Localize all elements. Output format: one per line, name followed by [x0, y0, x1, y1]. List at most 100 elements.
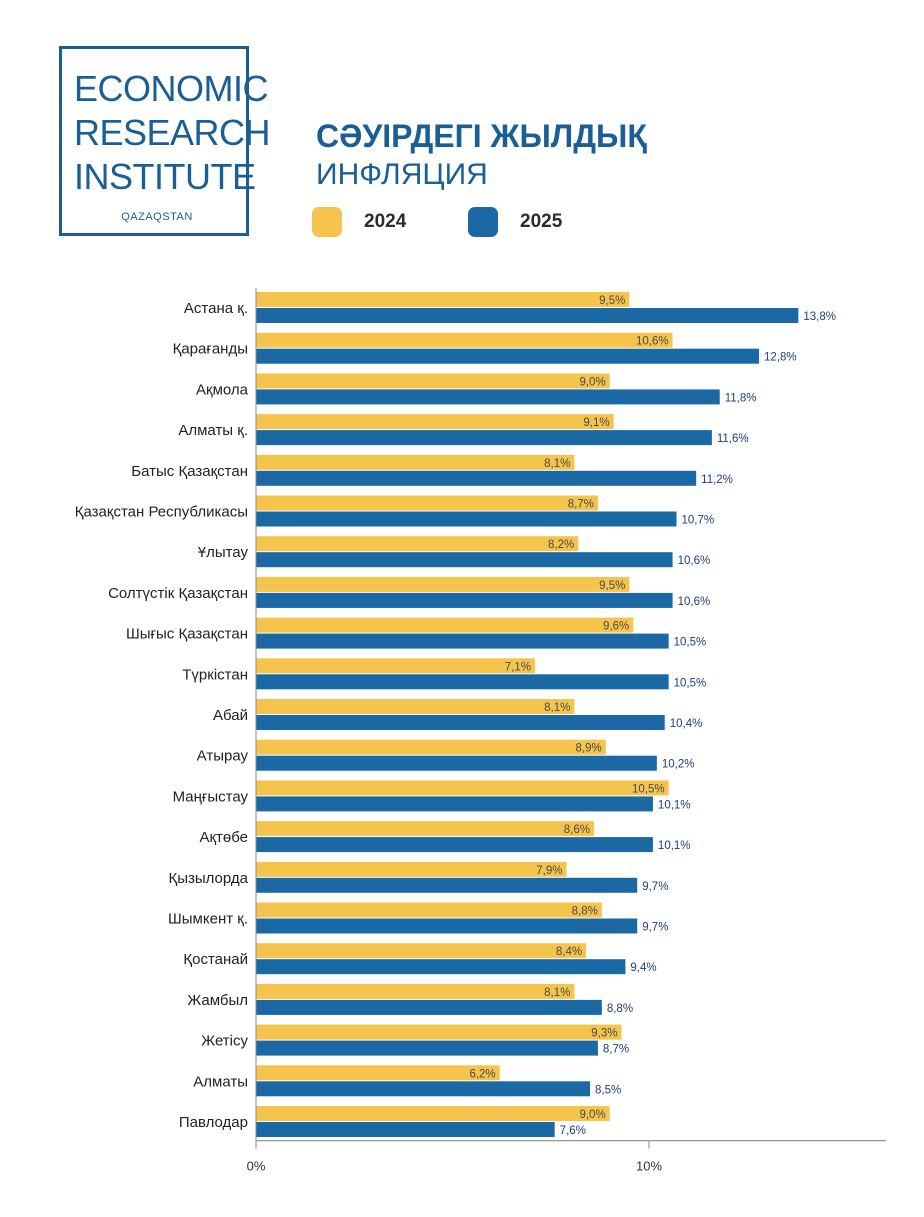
data-label-2024: 9,0%: [579, 1109, 605, 1121]
bar-2024: [256, 1106, 610, 1121]
data-label-2025: 10,6%: [678, 596, 711, 608]
data-label-2024: 9,5%: [599, 295, 625, 307]
x-tick-label: 10%: [636, 1159, 662, 1174]
chart-title-line1: СӘУІРДЕГІ ЖЫЛДЫҚ: [316, 118, 647, 154]
data-label-2025: 11,6%: [717, 433, 749, 445]
data-label-2025: 10,4%: [670, 718, 703, 730]
data-label-2024: 9,5%: [599, 580, 625, 592]
data-label-2025: 10,5%: [674, 677, 707, 689]
data-label-2025: 7,6%: [560, 1125, 586, 1137]
data-label-2025: 9,7%: [642, 922, 668, 934]
data-label-2024: 8,6%: [564, 824, 590, 836]
bar-2024: [256, 739, 606, 755]
logo-line-economic: ECONOMIC: [74, 68, 269, 109]
bar-2024: [256, 1065, 500, 1081]
data-label-2024: 8,8%: [572, 906, 598, 918]
category-label: Батыс Қазақстан: [131, 463, 248, 480]
data-label-2024: 8,2%: [548, 539, 574, 551]
bar-2024: [256, 414, 614, 430]
bar-2025: [256, 308, 799, 323]
data-label-2024: 9,1%: [583, 417, 609, 429]
bar-2024: [256, 332, 673, 348]
data-label-2025: 11,2%: [701, 474, 733, 486]
data-label-2024: 9,3%: [591, 1028, 617, 1040]
data-label-2025: 12,8%: [764, 352, 797, 364]
data-label-2025: 8,5%: [595, 1084, 621, 1096]
logo-subtitle: QAZAQSTAN: [121, 211, 193, 223]
data-label-2024: 8,4%: [556, 946, 582, 958]
category-label: Қарағанды: [173, 341, 248, 358]
logo: ECONOMIC RESEARCH INSTITUTE QAZAQSTAN: [59, 46, 271, 236]
bar-2024: [256, 1024, 622, 1040]
bar-2025: [256, 1081, 591, 1097]
bar-2024: [256, 983, 575, 999]
data-label-2025: 10,7%: [682, 515, 715, 527]
legend-label-2025: 2025: [520, 211, 563, 232]
bar-2025: [256, 959, 626, 975]
bar-2025: [256, 877, 638, 893]
bar-2024: [256, 861, 567, 877]
bar-2025: [256, 715, 665, 730]
category-label: Алматы қ.: [178, 422, 248, 439]
category-label: Шымкент қ.: [168, 911, 248, 928]
x-tick-label: 0%: [247, 1159, 266, 1174]
legend-label-2024: 2024: [364, 211, 407, 232]
bar-2025: [256, 1122, 555, 1137]
data-label-2025: 11,8%: [725, 392, 757, 404]
bar-2025: [256, 633, 669, 649]
data-label-2024: 8,1%: [544, 458, 570, 470]
data-label-2025: 10,6%: [678, 555, 711, 567]
category-label: Ақмола: [196, 381, 249, 398]
bar-2024: [256, 576, 630, 592]
bar-2025: [256, 430, 712, 446]
bar-2024: [256, 292, 630, 307]
bar-2025: [256, 918, 638, 934]
data-label-2025: 10,1%: [658, 799, 691, 811]
data-label-2024: 10,5%: [632, 783, 665, 795]
category-label: Қызылорда: [168, 870, 248, 887]
data-label-2025: 9,4%: [630, 962, 656, 974]
data-label-2025: 8,8%: [607, 1003, 633, 1015]
category-label: Қазақстан Республикасы: [75, 504, 248, 521]
bar-2025: [256, 1040, 598, 1056]
data-label-2024: 8,7%: [568, 499, 594, 511]
bar-2025: [256, 470, 697, 486]
data-label-2024: 7,1%: [505, 661, 531, 673]
data-label-2024: 9,0%: [579, 376, 605, 388]
bar-2024: [256, 617, 634, 633]
data-label-2025: 13,8%: [803, 311, 836, 323]
category-label: Қостанай: [183, 951, 248, 968]
bar-2024: [256, 943, 587, 959]
bar-2025: [256, 999, 602, 1015]
bar-2024: [256, 536, 579, 552]
data-label-2024: 6,2%: [469, 1068, 495, 1080]
bar-2024: [256, 821, 594, 837]
bar-2024: [256, 373, 610, 389]
bar-2025: [256, 348, 760, 364]
category-label: Ақтөбе: [199, 829, 248, 846]
data-label-2025: 9,7%: [642, 881, 668, 893]
bar-2024: [256, 454, 575, 470]
data-label-2025: 10,5%: [674, 637, 707, 649]
legend-swatch-2024: [312, 207, 342, 237]
category-label: Ұлытау: [198, 544, 249, 561]
data-label-2024: 8,1%: [544, 987, 570, 999]
bar-2025: [256, 796, 653, 812]
category-label: Шығыс Қазақстан: [126, 626, 248, 643]
bar-2024: [256, 780, 669, 796]
bar-2024: [256, 658, 536, 674]
data-label-2025: 10,2%: [662, 759, 695, 771]
category-label: Маңғыстау: [173, 788, 249, 805]
bar-2025: [256, 837, 653, 853]
data-label-2025: 8,7%: [603, 1044, 629, 1056]
chart-title-line2: ИНФЛЯЦИЯ: [316, 158, 488, 191]
legend-swatch-2025: [468, 207, 498, 237]
bar-2025: [256, 674, 669, 690]
data-label-2024: 8,1%: [544, 702, 570, 714]
logo-line-research: RESEARCH: [74, 112, 271, 153]
category-label: Солтүстік Қазақстан: [108, 585, 248, 602]
category-label: Жамбыл: [187, 992, 248, 1009]
bar-2024: [256, 902, 602, 918]
bar-2025: [256, 389, 720, 405]
